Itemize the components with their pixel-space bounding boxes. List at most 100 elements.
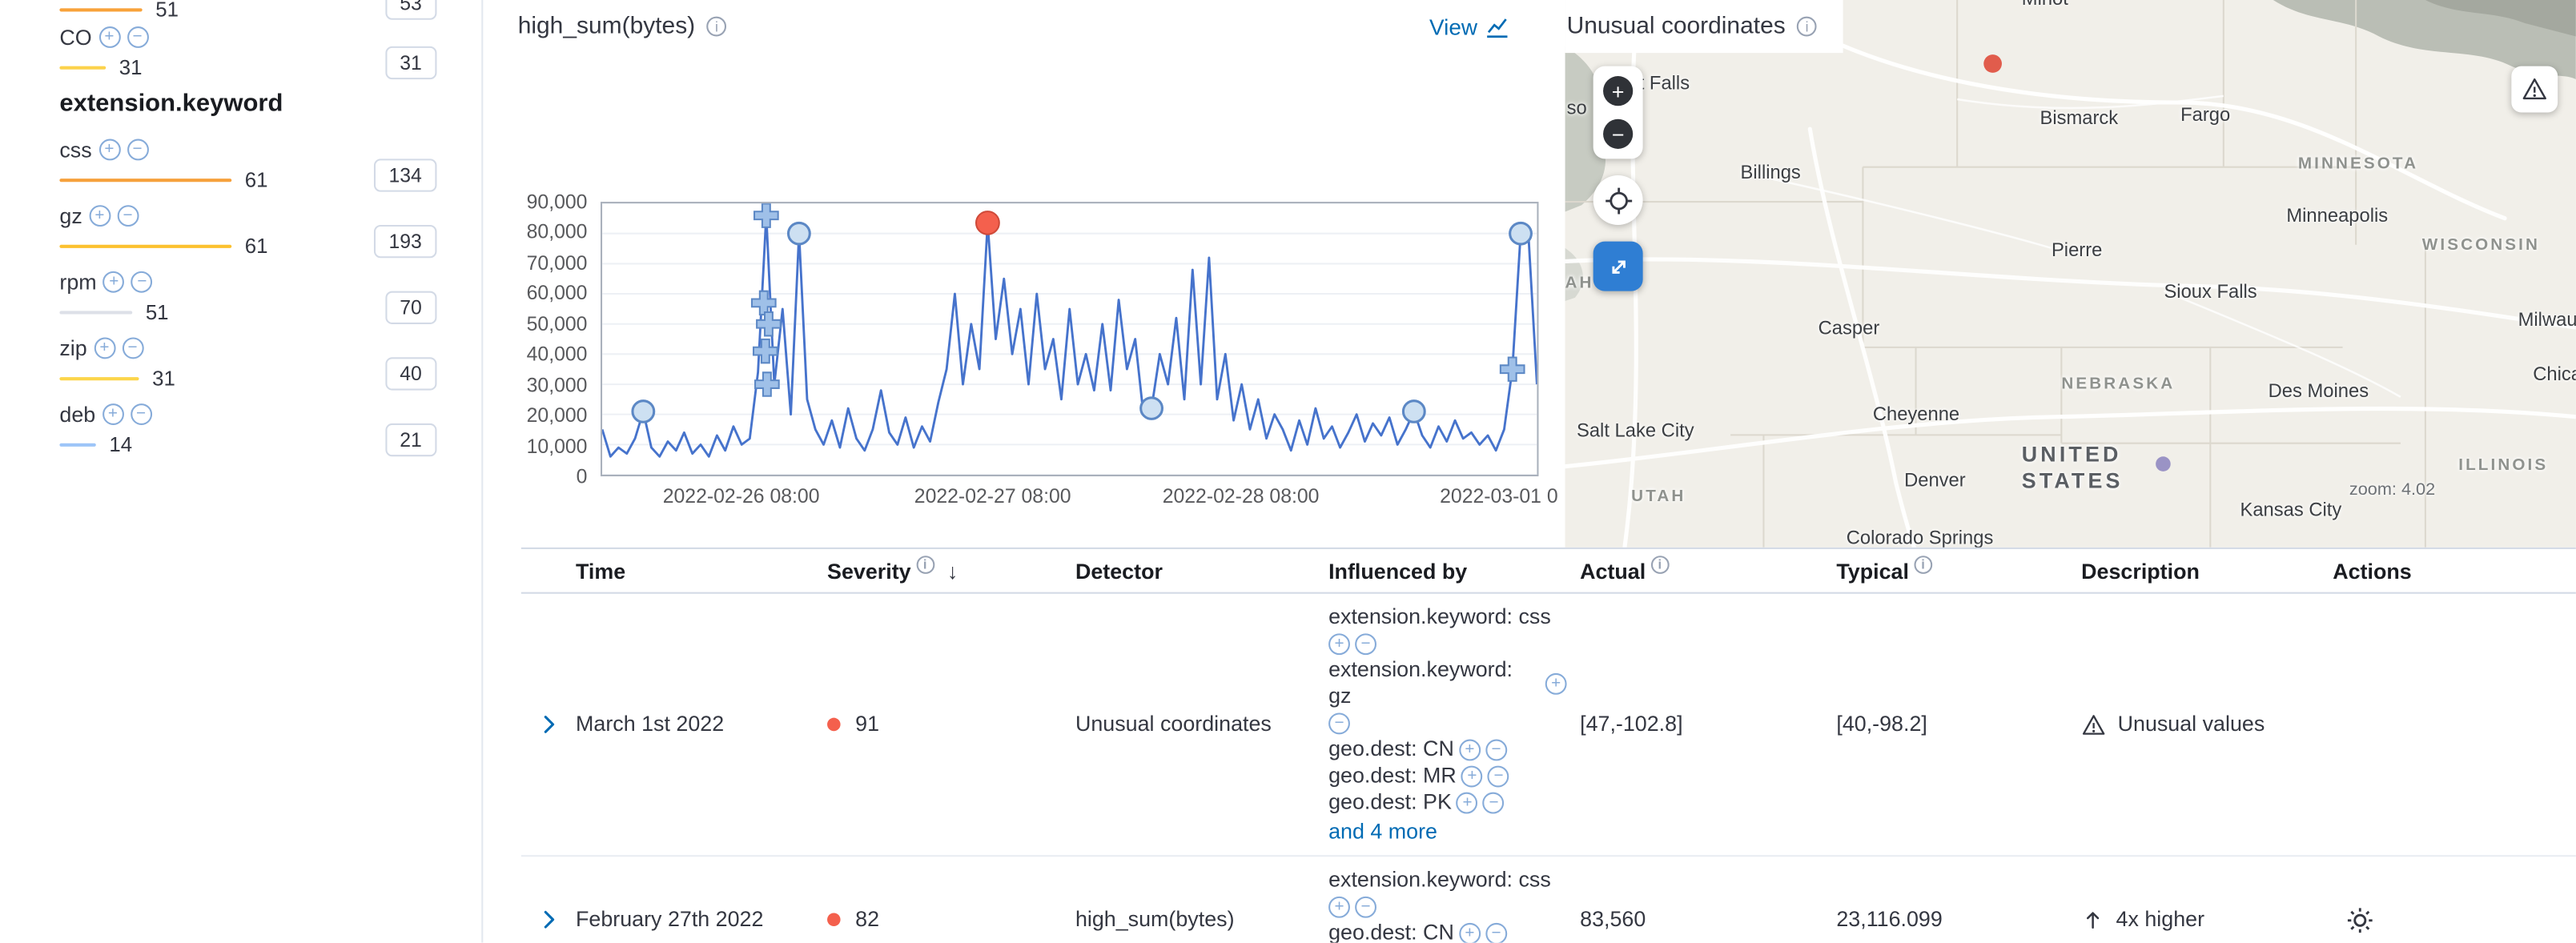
y-axis-label: 90,000 xyxy=(526,190,588,214)
filter-remove-icon[interactable]: − xyxy=(1355,632,1376,655)
anomaly-description: Unusual values xyxy=(2081,701,2333,748)
severity-bar xyxy=(59,66,106,70)
filter-remove-icon[interactable]: − xyxy=(131,270,153,292)
influencer-value: extension.keyword: css xyxy=(1328,866,1551,892)
fit-to-data-button[interactable] xyxy=(1593,241,1643,291)
influenced-by-cell: extension.keyword: css + − extension.keywor… xyxy=(1328,594,1580,855)
description-text: 4x higher xyxy=(2116,906,2205,932)
map-label-city: Billings xyxy=(1740,163,1801,184)
multi-bucket-anomaly-marker[interactable] xyxy=(756,311,782,337)
filter-add-icon[interactable]: + xyxy=(1459,738,1481,760)
column-header-influenced-by[interactable]: Influenced by xyxy=(1328,558,1468,584)
column-header-actions[interactable]: Actions xyxy=(2333,558,2412,584)
column-header-detector[interactable]: Detector xyxy=(1075,558,1163,584)
column-header-typical[interactable]: Typical i xyxy=(1836,555,2081,583)
info-icon[interactable]: i xyxy=(706,16,727,37)
show-more-influencers-link[interactable]: and 4 more xyxy=(1328,818,1437,844)
filter-add-icon[interactable]: + xyxy=(1545,672,1567,694)
multi-bucket-anomaly-marker[interactable] xyxy=(750,290,777,316)
severity-bar xyxy=(59,443,96,447)
anomaly-marker[interactable] xyxy=(975,211,1000,235)
anomaly-location-typical[interactable] xyxy=(2156,456,2171,471)
filter-add-icon[interactable]: + xyxy=(102,270,125,292)
severity-bar xyxy=(59,178,232,183)
filter-remove-icon[interactable]: − xyxy=(1485,921,1507,943)
doc-count-badge: 193 xyxy=(373,224,437,259)
map-label-city: Milwauke xyxy=(2518,311,2576,331)
filter-add-icon[interactable]: + xyxy=(1328,895,1350,917)
filter-remove-icon[interactable]: − xyxy=(117,204,139,227)
influencer-field-item: css + − 61 134 xyxy=(59,135,481,195)
anomaly-marker[interactable] xyxy=(786,221,811,246)
unusual-coordinates-map[interactable]: Minot reat Falls so Bismarck Fargo Billings MI… xyxy=(1565,0,2576,548)
multi-bucket-anomaly-marker[interactable] xyxy=(752,338,778,364)
filter-remove-icon[interactable]: − xyxy=(127,26,148,47)
multi-bucket-anomaly-marker[interactable] xyxy=(1499,356,1525,382)
field-value-label: rpm xyxy=(59,268,97,294)
filter-remove-icon[interactable]: − xyxy=(127,138,148,160)
filter-remove-icon[interactable]: − xyxy=(1488,764,1509,787)
filter-add-icon[interactable]: + xyxy=(93,336,115,359)
filter-add-icon[interactable]: + xyxy=(89,204,111,227)
doc-count-badge: 31 xyxy=(384,46,437,80)
expand-row-button[interactable] xyxy=(521,900,576,940)
filter-remove-icon[interactable]: − xyxy=(130,403,152,424)
filter-remove-icon[interactable]: − xyxy=(1355,895,1376,917)
expand-icon xyxy=(1611,259,1625,273)
info-icon[interactable]: i xyxy=(915,555,934,573)
anomaly-chart-panel: high_sum(bytes) i View 0 10,000 20,000 30,0… xyxy=(496,0,1565,548)
crosshair-icon xyxy=(1605,187,1632,214)
anomaly-location-actual[interactable] xyxy=(1983,54,2002,73)
severity-dot xyxy=(827,717,841,732)
zoom-in-button[interactable]: + xyxy=(1603,76,1634,106)
info-icon[interactable]: i xyxy=(1797,16,1817,37)
layer-warning-button[interactable] xyxy=(2511,66,2558,113)
max-anomaly-score: 14 xyxy=(109,433,133,457)
gear-icon[interactable] xyxy=(2346,905,2374,933)
filter-add-icon[interactable]: + xyxy=(1457,791,1478,813)
anomaly-marker[interactable] xyxy=(1401,399,1426,423)
filter-remove-icon[interactable]: − xyxy=(1328,712,1350,734)
multi-bucket-anomaly-marker[interactable] xyxy=(754,371,780,397)
metric-line xyxy=(602,214,1537,458)
map-canvas[interactable] xyxy=(1565,0,2576,548)
column-header-severity[interactable]: Severity i ↓ xyxy=(827,555,1075,583)
info-icon[interactable]: i xyxy=(1914,555,1932,573)
column-header-time[interactable]: Time xyxy=(576,558,626,584)
filter-remove-icon[interactable]: − xyxy=(1483,791,1505,813)
multi-bucket-anomaly-marker[interactable] xyxy=(754,203,779,228)
filter-add-icon[interactable]: + xyxy=(1459,921,1481,943)
row-actions xyxy=(2333,715,2576,735)
filter-remove-icon[interactable]: − xyxy=(122,336,143,359)
set-view-button[interactable] xyxy=(1593,175,1643,225)
filter-add-icon[interactable]: + xyxy=(98,138,120,160)
expand-row-button[interactable] xyxy=(521,704,576,744)
influencer-field-item: zip + −31 40 xyxy=(59,334,481,393)
x-axis-label: 2022-02-26 08:00 xyxy=(662,484,820,508)
filter-add-icon[interactable]: + xyxy=(102,403,124,424)
sidebar-section-title: extension.keyword xyxy=(59,89,283,118)
max-anomaly-score: 31 xyxy=(152,367,175,391)
filter-remove-icon[interactable]: − xyxy=(1485,738,1507,760)
anomaly-marker[interactable] xyxy=(1139,396,1163,420)
description-text: Unusual values xyxy=(2117,711,2265,736)
info-icon[interactable]: i xyxy=(1650,555,1670,573)
filter-add-icon[interactable]: + xyxy=(98,26,120,47)
column-header-description[interactable]: Description xyxy=(2081,558,2200,584)
map-label-state: WISCONSIN xyxy=(2421,236,2541,255)
anomaly-marker[interactable] xyxy=(1509,221,1533,246)
view-link[interactable]: View xyxy=(1429,14,1509,39)
map-label-city: Des Moines xyxy=(2268,382,2369,403)
anomaly-marker[interactable] xyxy=(631,399,656,423)
anomaly-timeseries-plot[interactable] xyxy=(600,202,1539,477)
influencer-value: geo.dest: CN xyxy=(1328,919,1454,943)
column-header-actual[interactable]: Actual i xyxy=(1580,555,1836,583)
zoom-out-button[interactable]: − xyxy=(1603,118,1634,149)
x-axis-label: 2022-03-01 0 xyxy=(1440,484,1558,508)
filter-add-icon[interactable]: + xyxy=(1461,764,1483,787)
map-label-city: Fargo xyxy=(2180,106,2231,126)
warning-icon xyxy=(2082,714,2105,734)
max-anomaly-score: 51 xyxy=(155,0,179,22)
filter-add-icon[interactable]: + xyxy=(1328,632,1350,655)
chevron-right-icon xyxy=(543,716,554,733)
